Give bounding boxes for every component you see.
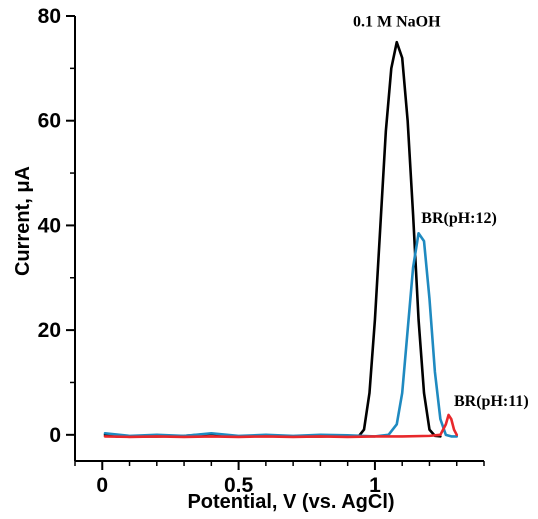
- x-tick-label: 0.5: [224, 474, 254, 497]
- y-tick-label: 40: [38, 214, 61, 237]
- x-axis-title: Potential, V (vs. AgCl): [187, 491, 394, 513]
- axes: [74, 16, 484, 462]
- y-tick-label: 20: [38, 319, 61, 342]
- y-tick-label: 80: [38, 5, 61, 28]
- series-line-br-ph-11: [103, 413, 459, 439]
- x-tick-label: 1: [369, 474, 381, 497]
- series-line-0-1-m-naoh: [103, 40, 442, 438]
- tick-labels: 0 20 40 60 80 0 0.5 1: [38, 5, 381, 497]
- y-axis-title: Current, μA: [12, 166, 34, 276]
- annotation-0-1-m-naoh: 0.1 M NaOH: [353, 13, 441, 30]
- plot-area: [103, 40, 459, 439]
- annotation-br-ph-11: BR(pH:11): [454, 393, 529, 410]
- y-tick-label: 60: [38, 110, 61, 133]
- series-line-br-ph-12: [103, 231, 459, 438]
- x-tick-label: 0: [96, 474, 108, 497]
- y-tick-label: 0: [49, 424, 61, 447]
- annotation-br-ph-12: BR(pH:12): [421, 210, 497, 227]
- ticks: [66, 15, 485, 470]
- annotations: 0.1 M NaOH BR(pH:12) BR(pH:11): [353, 13, 529, 410]
